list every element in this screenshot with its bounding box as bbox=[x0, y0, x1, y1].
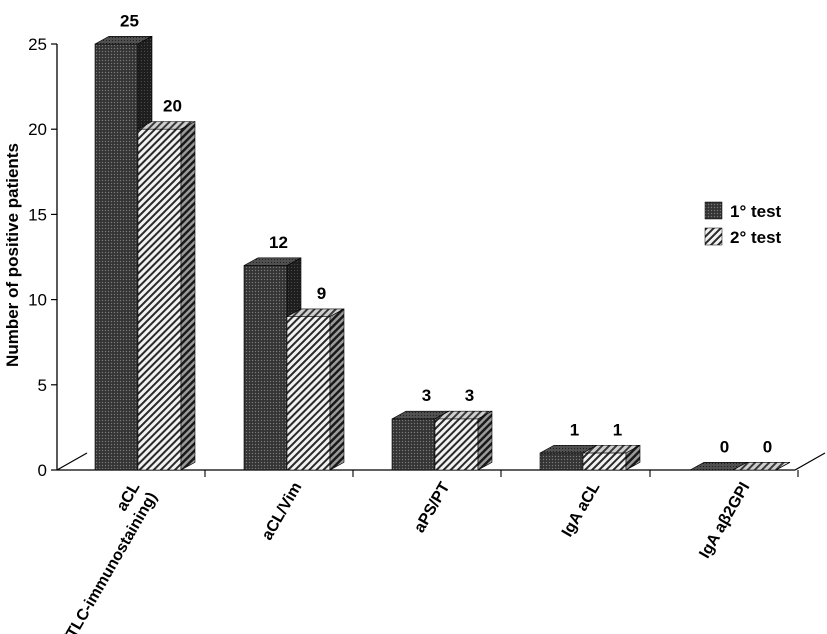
data-label-2-3: 3 bbox=[465, 386, 474, 405]
data-label-1-5: 0 bbox=[720, 437, 729, 456]
y-tick-label: 15 bbox=[28, 205, 47, 224]
data-label-1-4: 1 bbox=[570, 420, 579, 439]
category-label-1: aCL(TLC-immunostaining) bbox=[43, 479, 160, 634]
legend-label-series-2: 2° test bbox=[730, 228, 782, 247]
category-label-2: aCL/Vim bbox=[259, 480, 306, 544]
bar-2-4 bbox=[582, 444, 641, 471]
y-tick-label: 10 bbox=[28, 291, 47, 310]
data-label-2-5: 0 bbox=[763, 437, 772, 456]
y-tick-label: 5 bbox=[38, 376, 47, 395]
y-tick-label: 25 bbox=[28, 35, 47, 54]
category-label-4: IgA aCL bbox=[559, 479, 604, 540]
bar-2-5 bbox=[732, 462, 791, 471]
data-label-2-1: 20 bbox=[163, 97, 182, 116]
legend-swatch-series-1 bbox=[704, 201, 723, 220]
legend-label-series-1: 1° test bbox=[730, 202, 782, 221]
data-label-2-2: 9 bbox=[317, 284, 326, 303]
data-label-2-4: 1 bbox=[613, 420, 622, 439]
data-label-1-2: 12 bbox=[269, 233, 288, 252]
category-labels: aCL(TLC-immunostaining) aCL/Vim aPS/PT IgA … bbox=[43, 479, 754, 634]
y-axis-label: Number of positive patients bbox=[3, 143, 22, 367]
y-tick-label: 20 bbox=[28, 120, 47, 139]
data-label-1-1: 25 bbox=[120, 11, 139, 30]
legend-swatch-series-2 bbox=[704, 227, 723, 246]
data-labels: 25 20 12 9 3 3 1 1 0 0 bbox=[120, 11, 772, 456]
y-tick-label: 0 bbox=[38, 461, 47, 480]
bar-2-3 bbox=[434, 410, 493, 471]
data-label-1-3: 3 bbox=[422, 386, 431, 405]
bars bbox=[94, 35, 791, 471]
category-label-3: aPS/PT bbox=[411, 479, 453, 535]
category-label-5: IgA aβ2GPI bbox=[696, 480, 753, 562]
bar-2-2 bbox=[286, 308, 345, 471]
legend: 1° test 2° test bbox=[704, 201, 782, 247]
bar-2-1 bbox=[137, 120, 196, 471]
